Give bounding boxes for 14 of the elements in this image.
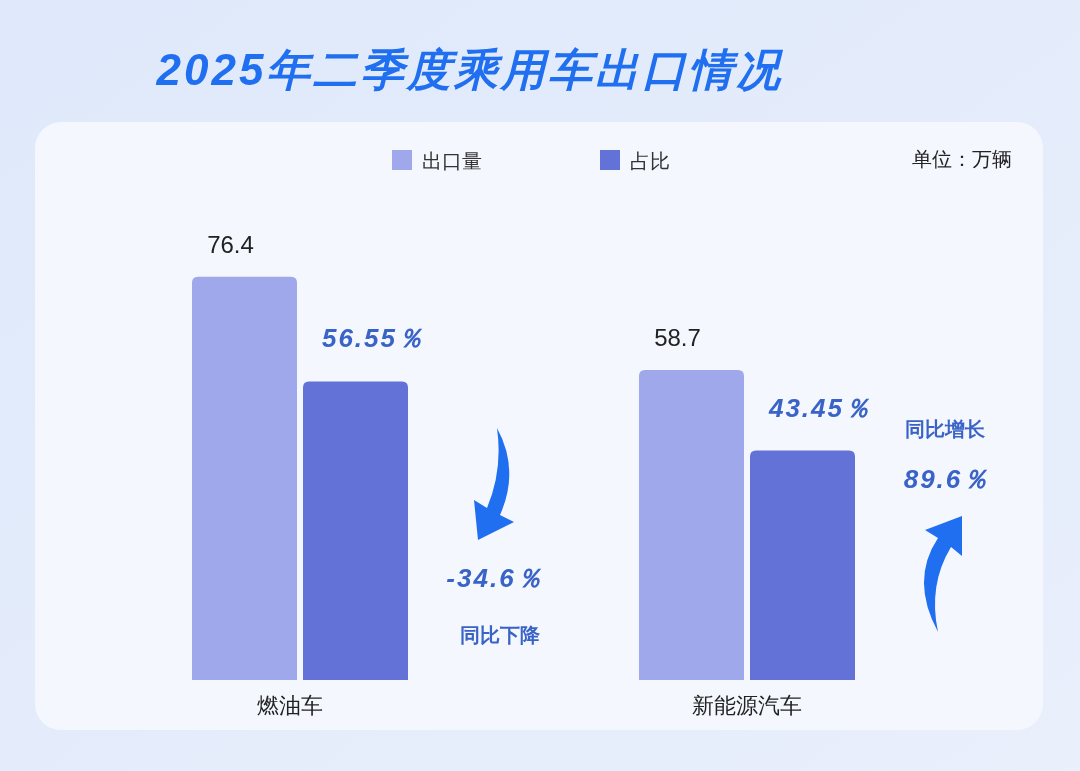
legend-label: 出口量 [422, 150, 482, 172]
x-tick-label: 新能源汽车 [692, 693, 802, 718]
text: 单位：万辆 [912, 148, 1012, 170]
x-tick-label: 燃油车 [257, 693, 323, 718]
annotation: -34.6％ [446, 563, 544, 593]
data-label: 58.7 [654, 324, 701, 352]
legend-label: 占比 [630, 150, 670, 172]
chart-title: 2025年二季度乘用车出口情况 [155, 45, 785, 94]
data-label: 43.45％ [767, 392, 873, 423]
annotation: 同比下降 [460, 624, 541, 646]
annotation: 89.6％ [903, 464, 991, 494]
data-label: 76.4 [207, 230, 254, 258]
annotation: 同比增长 [905, 418, 986, 440]
data-label: 56.55％ [321, 323, 426, 354]
